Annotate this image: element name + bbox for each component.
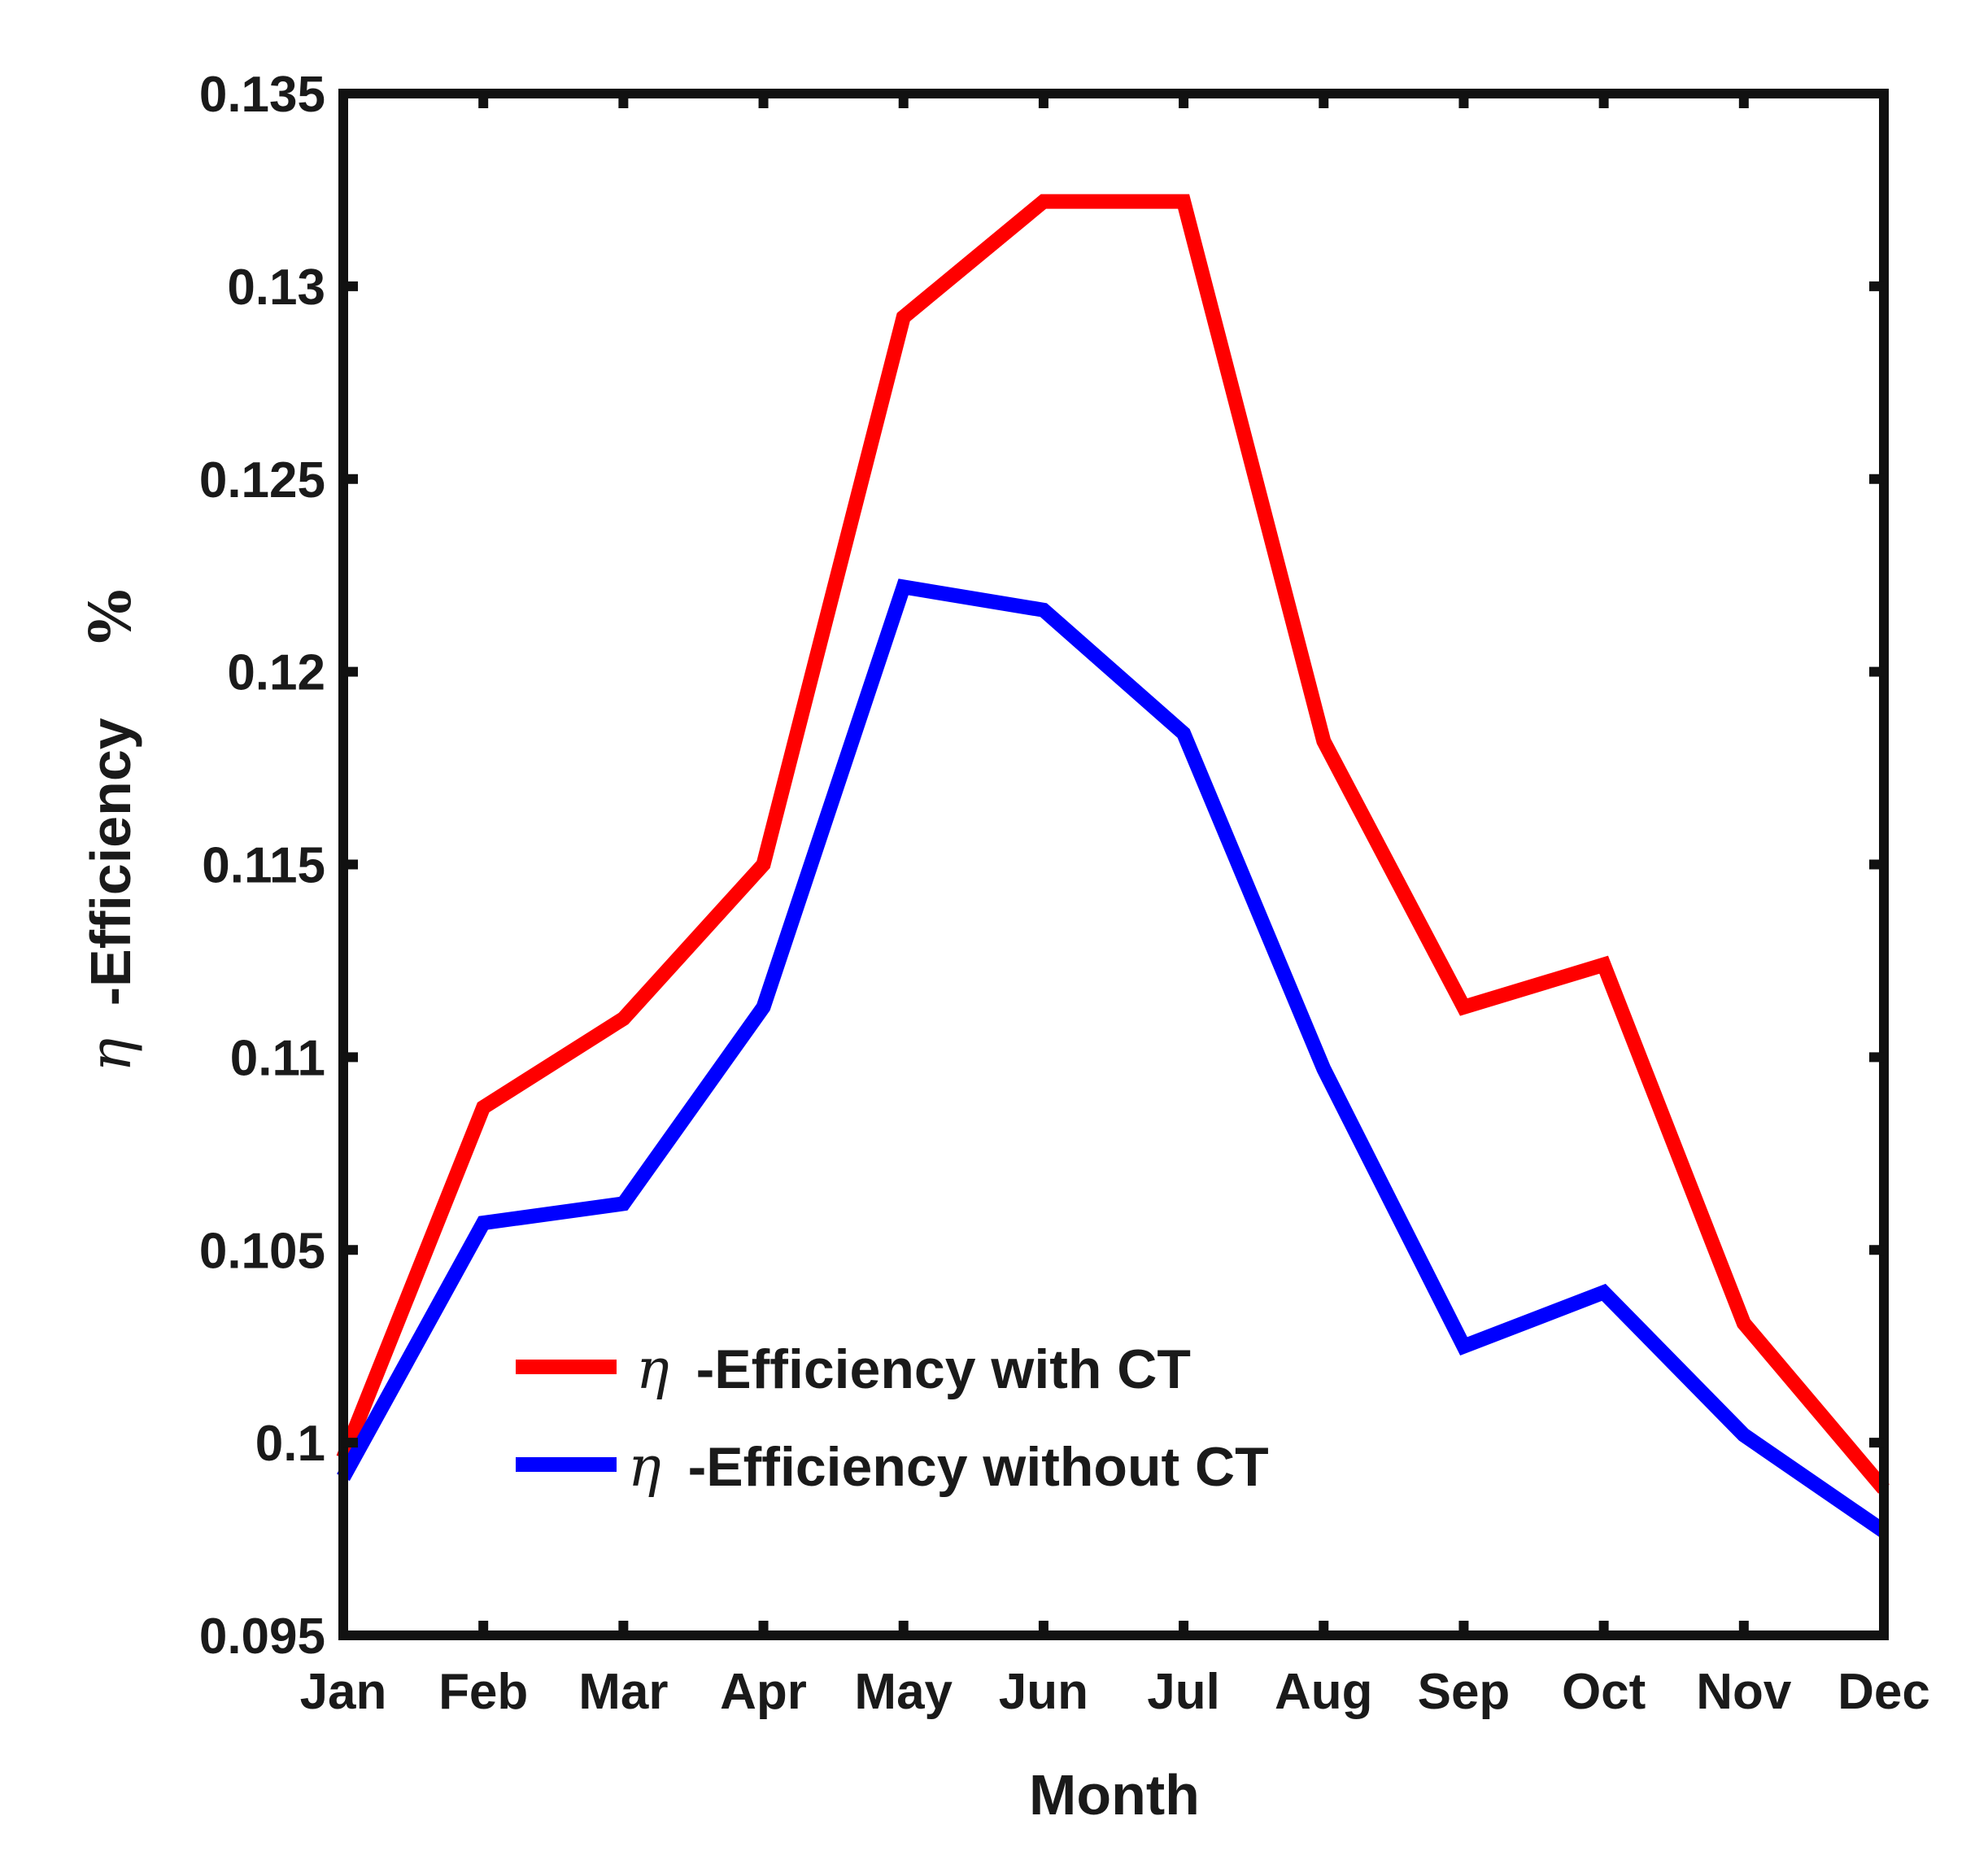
point-efficiency-with-ct-sep <box>1463 1006 1465 1008</box>
point-efficiency-without-ct-jul <box>1183 732 1184 734</box>
point-efficiency-without-ct-nov <box>1743 1434 1745 1436</box>
series-line-efficiency-with-ct <box>336 194 1890 1494</box>
legend-eta-with-ct: η <box>636 1338 669 1402</box>
y-tick-label: 0.12 <box>227 645 325 701</box>
point-efficiency-with-ct-aug <box>1323 740 1324 742</box>
y-tick-label: 0.11 <box>230 1030 325 1086</box>
point-efficiency-without-ct-oct <box>1603 1291 1605 1293</box>
point-efficiency-without-ct-aug <box>1323 1068 1324 1070</box>
x-tick-label-aug: Aug <box>1275 1664 1373 1720</box>
point-efficiency-without-ct-apr <box>763 1006 765 1008</box>
x-tick-label-oct: Oct <box>1562 1664 1646 1720</box>
tick-layer <box>338 89 1889 1640</box>
x-tick-label-may: May <box>854 1664 953 1720</box>
frame-layer <box>338 89 1889 1640</box>
point-efficiency-with-ct-jul <box>1183 201 1184 203</box>
legend-label-with-ct: η -Efficiency with CT <box>636 1338 1191 1402</box>
point-efficiency-without-ct-mar <box>622 1203 624 1204</box>
series-line-efficiency-without-ct <box>337 578 1889 1538</box>
x-axis-title: Month <box>1029 1763 1200 1827</box>
y-tick-label: 0.125 <box>199 452 325 509</box>
x-tick-label-nov: Nov <box>1696 1664 1792 1720</box>
point-efficiency-without-ct-may <box>903 586 905 587</box>
y-tick-label: 0.095 <box>199 1609 325 1665</box>
legend: η -Efficiency with CT η -Efficiency with… <box>516 1338 1269 1499</box>
point-efficiency-with-ct-mar <box>622 1018 624 1019</box>
x-tick-label-jan: Jan <box>300 1664 387 1720</box>
point-efficiency-with-ct-jun <box>1043 201 1044 203</box>
legend-eta-without-ct: η <box>628 1435 661 1499</box>
legend-text-without-ct: -Efficiency without CT <box>688 1436 1269 1498</box>
legend-text-with-ct: -Efficiency with CT <box>696 1338 1191 1400</box>
x-tick-label-dec: Dec <box>1838 1664 1930 1720</box>
y-tick-label: 0.135 <box>199 67 325 123</box>
x-tick-label-jun: Jun <box>999 1664 1088 1720</box>
point-efficiency-without-ct-feb <box>482 1222 484 1224</box>
series-layer <box>336 194 1890 1538</box>
point-efficiency-without-ct-sep <box>1463 1346 1465 1347</box>
legend-label-without-ct: η -Efficiency without CT <box>628 1435 1269 1499</box>
x-tick-label-jul: Jul <box>1147 1664 1220 1720</box>
x-tick-label-sep: Sep <box>1418 1664 1511 1720</box>
x-tick-label-mar: Mar <box>578 1664 668 1720</box>
x-tick-label-apr: Apr <box>720 1664 807 1720</box>
point-efficiency-with-ct-apr <box>763 864 765 866</box>
point-efficiency-without-ct-jun <box>1043 609 1044 611</box>
y-axis-unit: % <box>76 589 144 644</box>
point-efficiency-with-ct-may <box>903 316 905 318</box>
y-tick-label: 0.1 <box>255 1416 325 1472</box>
y-tick-label: 0.115 <box>202 838 325 894</box>
plot-frame <box>338 89 1889 1640</box>
point-efficiency-with-ct-feb <box>482 1107 484 1108</box>
y-axis-title-text: -Efficiency <box>79 718 142 1006</box>
y-axis-eta-symbol: η <box>77 1038 144 1072</box>
y-axis-title: η -Efficiency % <box>76 589 144 1072</box>
x-tick-label-feb: Feb <box>438 1664 528 1720</box>
y-tick-label: 0.13 <box>227 260 325 316</box>
point-efficiency-with-ct-nov <box>1743 1322 1745 1324</box>
label-layer: Month η -Efficiency % 0.095 0.1 0.105 0.11 0… <box>76 67 1930 1827</box>
y-tick-label: 0.105 <box>199 1223 325 1279</box>
point-efficiency-with-ct-oct <box>1603 964 1605 966</box>
